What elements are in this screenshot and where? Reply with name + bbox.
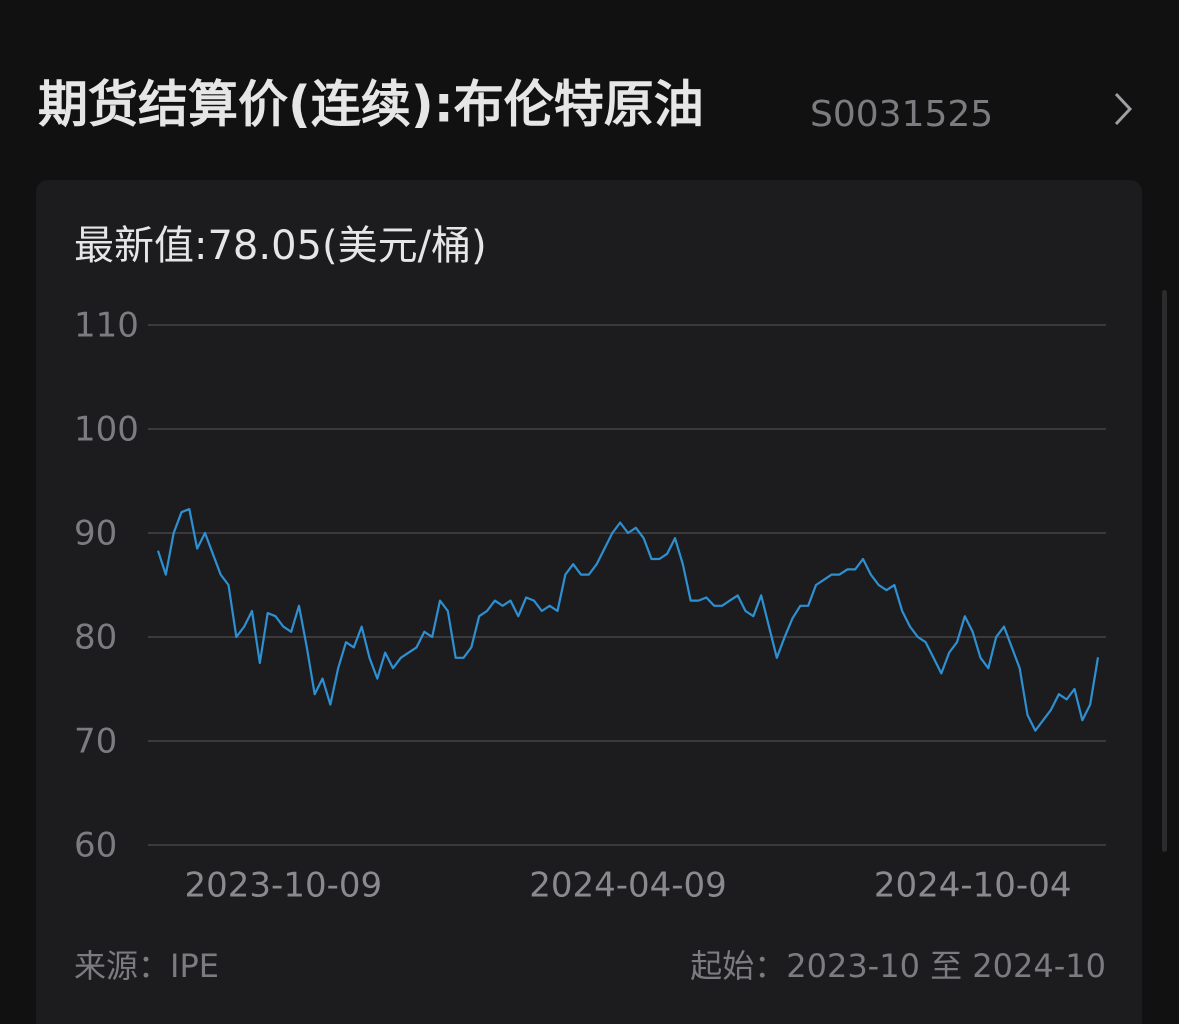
page-title: 期货结算价(连续):布伦特原油 xyxy=(38,76,704,134)
price-line xyxy=(156,507,1100,732)
chevron[interactable] xyxy=(1114,92,1133,126)
latest-value: 最新值:78.05(美元/桶) xyxy=(74,223,487,269)
x-tick-label: 2024-04-09 xyxy=(529,866,727,906)
series-code: S0031525 xyxy=(810,94,993,135)
card xyxy=(36,180,1142,1024)
y-tick-label: 60 xyxy=(74,826,117,866)
y-tick-label: 70 xyxy=(74,722,117,762)
y-tick-label: 100 xyxy=(74,410,139,450)
y-tick-label: 80 xyxy=(74,618,117,658)
scrollbar xyxy=(1162,290,1167,852)
y-tick-label: 110 xyxy=(74,306,139,346)
y-tick-label: 90 xyxy=(74,514,117,554)
x-tick-label: 2024-10-04 xyxy=(874,866,1072,906)
date-range: 起始：2023-10 至 2024-10 xyxy=(690,947,1106,985)
x-tick-label: 2023-10-09 xyxy=(185,866,383,906)
source: 来源：IPE xyxy=(74,947,219,985)
